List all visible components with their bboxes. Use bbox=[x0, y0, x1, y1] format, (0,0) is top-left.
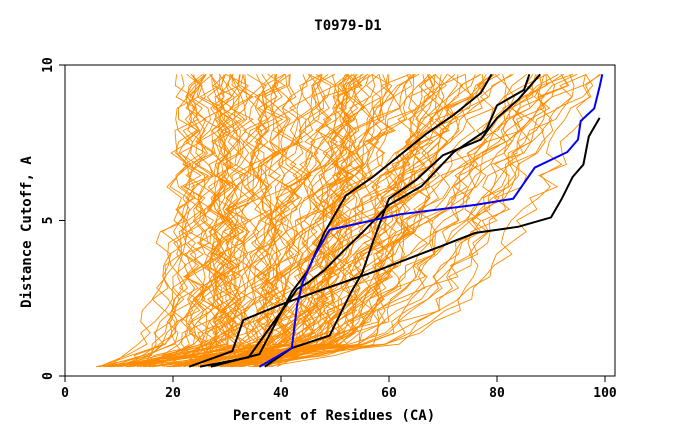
background-curve bbox=[109, 74, 438, 368]
background-curve bbox=[171, 74, 395, 368]
background-curve bbox=[166, 73, 527, 368]
background-curve bbox=[200, 74, 229, 367]
background-curve bbox=[213, 73, 587, 368]
x-tick-label: 80 bbox=[489, 386, 505, 401]
background-curve bbox=[231, 73, 512, 368]
background-curve bbox=[180, 74, 283, 368]
background-curve bbox=[132, 74, 348, 368]
background-curve bbox=[169, 74, 472, 368]
background-curve bbox=[252, 73, 358, 368]
background-curve bbox=[116, 74, 290, 368]
background-curve bbox=[143, 74, 198, 367]
background-curve bbox=[231, 74, 575, 368]
background-curve bbox=[139, 74, 312, 368]
background-curve bbox=[106, 73, 514, 368]
background-curve bbox=[116, 74, 231, 368]
background-curve bbox=[187, 74, 254, 367]
background-curve bbox=[136, 73, 322, 368]
background-curve bbox=[189, 74, 268, 368]
background-curve bbox=[208, 74, 487, 368]
background-curve bbox=[149, 74, 555, 368]
background-curve bbox=[232, 73, 320, 367]
background-curve bbox=[221, 74, 254, 367]
x-tick-label: 20 bbox=[165, 386, 181, 401]
background-curve bbox=[220, 73, 601, 368]
y-tick-label: 10 bbox=[41, 57, 56, 73]
background-curve bbox=[169, 73, 500, 368]
highlight-curve-black-4 bbox=[210, 73, 493, 368]
highlight-curve-black-1 bbox=[188, 117, 601, 368]
background-curve bbox=[109, 74, 362, 368]
background-curve bbox=[128, 74, 357, 368]
chart-title: T0979-D1 bbox=[314, 18, 381, 34]
background-curve bbox=[99, 73, 274, 368]
background-curve bbox=[183, 74, 322, 368]
background-curve bbox=[176, 74, 215, 368]
x-tick-label: 100 bbox=[593, 386, 617, 401]
background-curve bbox=[229, 74, 339, 368]
background-curve bbox=[236, 74, 375, 368]
background-curve bbox=[243, 74, 448, 368]
background-curve bbox=[212, 74, 538, 368]
background-curve bbox=[161, 74, 200, 367]
y-axis-label: Distance Cutoff, A bbox=[19, 156, 35, 308]
x-tick-label: 0 bbox=[61, 386, 69, 401]
background-curve bbox=[143, 74, 548, 368]
background-curve bbox=[126, 73, 410, 368]
background-curve bbox=[226, 74, 396, 368]
background-curve bbox=[238, 73, 290, 368]
background-curve bbox=[108, 73, 203, 368]
y-tick-label: 0 bbox=[41, 372, 56, 380]
highlight-curve-black-3 bbox=[264, 73, 541, 368]
highlight-curve-blue bbox=[258, 74, 604, 368]
highlight-curve-black-2 bbox=[199, 73, 531, 368]
background-curve bbox=[129, 74, 434, 368]
y-tick-label: 5 bbox=[41, 217, 56, 225]
background-curve bbox=[143, 73, 203, 367]
background-curve bbox=[104, 74, 515, 368]
background-curve bbox=[121, 74, 207, 368]
background-curve bbox=[148, 74, 546, 368]
background-curve bbox=[182, 73, 216, 368]
background-curve bbox=[276, 73, 357, 368]
background-curve bbox=[254, 74, 537, 368]
background-curve bbox=[168, 74, 440, 368]
background-curve bbox=[193, 73, 436, 368]
background-curve bbox=[229, 73, 494, 368]
background-curve bbox=[148, 74, 388, 368]
background-curve bbox=[213, 74, 262, 368]
background-curve bbox=[195, 73, 235, 368]
background-curve bbox=[110, 73, 219, 368]
background-curve bbox=[125, 74, 594, 368]
background-curve bbox=[208, 74, 435, 368]
background-curve bbox=[202, 74, 251, 368]
x-axis-label: Percent of Residues (CA) bbox=[233, 408, 435, 424]
background-curve bbox=[213, 73, 436, 368]
background-curves bbox=[95, 73, 602, 368]
background-curve bbox=[172, 73, 507, 368]
background-curve bbox=[223, 73, 393, 368]
background-curve bbox=[239, 74, 570, 368]
highlighted-curves bbox=[188, 73, 604, 368]
x-axis-ticks: 0 20 40 60 80 100 bbox=[61, 376, 617, 401]
background-curve bbox=[137, 73, 336, 368]
background-curve bbox=[192, 73, 466, 368]
x-tick-label: 60 bbox=[381, 386, 397, 401]
y-axis-ticks: 0 5 10 bbox=[41, 57, 65, 380]
background-curve bbox=[166, 73, 548, 368]
background-curve bbox=[198, 74, 336, 368]
x-tick-label: 40 bbox=[273, 386, 289, 401]
background-curve bbox=[211, 74, 237, 368]
background-curve bbox=[133, 74, 207, 367]
background-curve bbox=[130, 74, 362, 368]
